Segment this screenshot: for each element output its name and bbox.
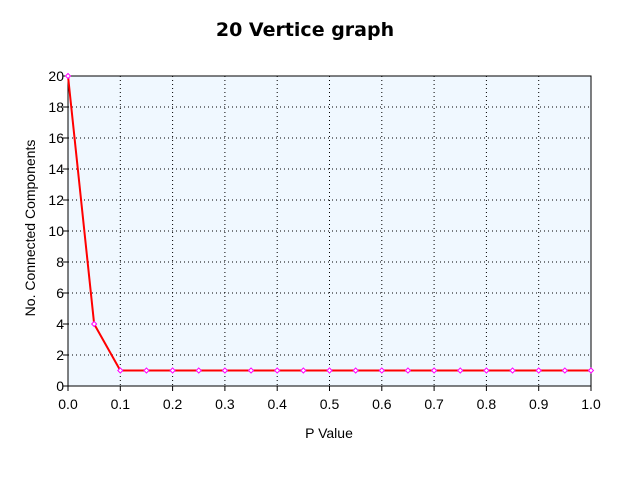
data-point bbox=[457, 367, 464, 374]
y-tick-label: 6 bbox=[56, 285, 64, 301]
data-point bbox=[535, 367, 542, 374]
y-tick-labels: 0 2 4 6 8 10 12 14 16 18 20 bbox=[48, 68, 64, 394]
data-point bbox=[273, 367, 281, 374]
data-point bbox=[143, 367, 150, 374]
y-tick-label: 18 bbox=[48, 99, 64, 115]
marker-layer bbox=[64, 72, 595, 374]
data-point bbox=[378, 367, 386, 374]
data-point bbox=[169, 367, 176, 374]
x-tick-label: 0.4 bbox=[267, 396, 287, 412]
x-tick-label: 0.6 bbox=[372, 396, 392, 412]
x-tick-label: 1.0 bbox=[581, 396, 601, 412]
data-point bbox=[326, 367, 333, 374]
x-tick-label: 0.9 bbox=[529, 396, 549, 412]
y-tick-label: 2 bbox=[56, 347, 64, 363]
data-point bbox=[300, 367, 307, 374]
x-tick-label: 0.2 bbox=[163, 396, 183, 412]
data-point bbox=[483, 367, 490, 374]
x-tick-label: 0.8 bbox=[477, 396, 497, 412]
data-point bbox=[117, 367, 124, 374]
data-point bbox=[404, 367, 412, 374]
chart-title: 20 Vertice graph bbox=[216, 19, 394, 41]
data-point bbox=[247, 367, 255, 374]
x-axis-label: P Value bbox=[305, 425, 353, 441]
y-axis-label: No. Connected Components bbox=[22, 140, 38, 317]
y-tick-label: 4 bbox=[56, 316, 64, 332]
plot-area bbox=[68, 76, 591, 386]
y-tick-label: 0 bbox=[56, 378, 64, 394]
data-point bbox=[509, 367, 516, 374]
data-point bbox=[430, 367, 438, 374]
x-tick-label: 0.3 bbox=[215, 396, 235, 412]
data-point bbox=[90, 320, 98, 328]
data-point bbox=[221, 367, 229, 374]
y-tick-label: 12 bbox=[48, 192, 64, 208]
x-tick-label: 0.7 bbox=[424, 396, 444, 412]
x-tick-label: 0.1 bbox=[111, 396, 131, 412]
y-tick-label: 14 bbox=[48, 161, 64, 177]
data-point bbox=[561, 367, 569, 374]
plot-border bbox=[67, 75, 592, 387]
y-tick-label: 10 bbox=[48, 223, 64, 239]
x-tick-labels: 0.0 0.1 0.2 0.3 0.4 0.5 0.6 0.7 0.8 0.9 1.0 bbox=[58, 396, 601, 412]
y-tick-label: 20 bbox=[48, 68, 64, 84]
data-point bbox=[587, 367, 595, 374]
x-tick-label: 0.5 bbox=[320, 396, 340, 412]
data-point bbox=[64, 72, 72, 80]
y-tick-label: 16 bbox=[48, 130, 64, 146]
y-tick-label: 8 bbox=[56, 254, 64, 270]
x-tick-label: 0.0 bbox=[58, 396, 78, 412]
data-point bbox=[352, 367, 359, 374]
data-point bbox=[195, 367, 202, 374]
